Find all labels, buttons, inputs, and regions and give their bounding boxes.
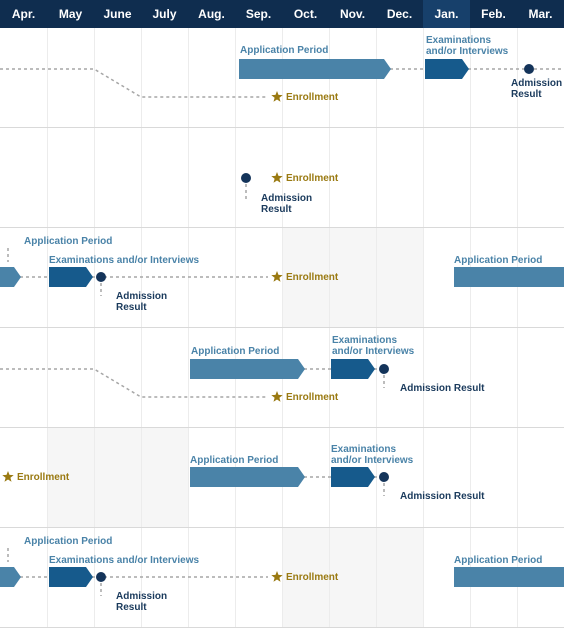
admission-result-dot xyxy=(96,272,106,282)
admission-result-label-line2: Result xyxy=(261,204,292,215)
admission-result-label-line1: Admission xyxy=(116,591,168,602)
admission-result-label-line1: Admission xyxy=(116,291,168,302)
month-jan: Jan. xyxy=(434,7,459,21)
application-period-bar xyxy=(190,467,305,487)
application-period-bar xyxy=(239,59,391,79)
month-oct: Oct. xyxy=(293,7,318,21)
enrollment-label: Enrollment xyxy=(286,92,339,103)
admission-result-dot xyxy=(524,64,534,74)
exam-interview-label: Examinations and/or Interviews xyxy=(49,255,200,266)
month-july: July xyxy=(152,7,177,21)
enrollment-label: Enrollment xyxy=(286,392,339,403)
month-feb: Feb. xyxy=(481,7,506,21)
month-aug: Aug. xyxy=(198,7,225,21)
enrollment-star xyxy=(271,571,283,582)
enrollment-star xyxy=(271,391,283,402)
application-period-bar xyxy=(0,267,21,287)
admission-result-dot xyxy=(96,572,106,582)
admission-result-label-line1: Admission xyxy=(511,78,563,89)
month-dec: Dec. xyxy=(386,7,413,21)
month-may: May xyxy=(58,7,83,21)
exam-interview-bar xyxy=(49,567,93,587)
exam-interview-bar xyxy=(49,267,93,287)
exam-interview-bar xyxy=(331,467,375,487)
application-period-bar xyxy=(0,567,21,587)
exam-interview-bar xyxy=(331,359,375,379)
exam-interview-label-line1: Examinations xyxy=(331,444,397,455)
enrollment-label: Enrollment xyxy=(286,272,339,283)
exam-interview-label-line1: Examinations xyxy=(332,335,398,346)
exam-interview-label-line2: and/or Interviews xyxy=(332,346,415,357)
enrollment-star xyxy=(271,271,283,282)
shade-block xyxy=(47,428,188,528)
application-period-bar xyxy=(454,567,564,587)
application-period-bar xyxy=(454,267,564,287)
admission-result-label-line2: Result xyxy=(116,602,147,613)
admission-result-dot xyxy=(379,364,389,374)
enrollment-label: Enrollment xyxy=(286,173,339,184)
month-mar: Mar. xyxy=(528,7,553,21)
admission-result-label-line1: Admission xyxy=(261,193,313,204)
application-period-label: Application Period xyxy=(24,236,113,247)
month-apr: Apr. xyxy=(11,7,36,21)
shade-block xyxy=(282,528,423,628)
exam-interview-label-line2: and/or Interviews xyxy=(426,46,509,57)
admission-result-label-line2: Result xyxy=(116,302,147,313)
application-period-bar xyxy=(190,359,305,379)
month-nov: Nov. xyxy=(339,7,366,21)
exam-interview-label-line1: Examinations xyxy=(426,35,492,46)
application-period-label: Application Period xyxy=(191,346,280,357)
enrollment-label: Enrollment xyxy=(17,472,70,483)
month-june: June xyxy=(103,7,132,21)
admission-result-label-line2: Result xyxy=(511,89,542,100)
month-header xyxy=(0,0,564,28)
admission-result-dot xyxy=(241,173,251,183)
exam-interview-label: Examinations and/or Interviews xyxy=(49,555,200,566)
admission-result-dot xyxy=(379,472,389,482)
application-period-label: Application Period xyxy=(454,255,543,266)
shade-block xyxy=(282,228,423,328)
month-sep: Sep. xyxy=(245,7,272,21)
enrollment-star xyxy=(271,91,283,102)
enrollment-star xyxy=(2,471,14,482)
enrollment-label: Enrollment xyxy=(286,572,339,583)
application-period-label: Application Period xyxy=(190,455,279,466)
exam-interview-label-line2: and/or Interviews xyxy=(331,455,414,466)
admission-result-label: Admission Result xyxy=(400,383,485,394)
month-header-highlight-jan xyxy=(423,0,470,28)
enrollment-star xyxy=(271,172,283,183)
admission-result-label: Admission Result xyxy=(400,491,485,502)
application-period-label: Application Period xyxy=(454,555,543,566)
exam-interview-bar xyxy=(425,59,469,79)
application-period-label: Application Period xyxy=(24,536,113,547)
application-period-label: Application Period xyxy=(240,45,329,56)
